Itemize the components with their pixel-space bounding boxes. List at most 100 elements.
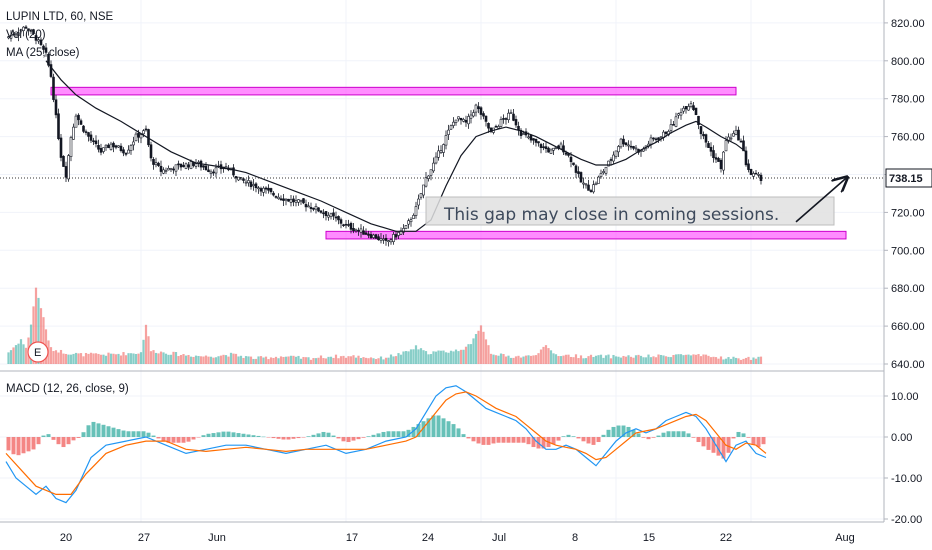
macd-hist-bar bbox=[251, 435, 256, 437]
candle-body bbox=[212, 171, 215, 174]
candle-body bbox=[384, 237, 388, 241]
volume-bar bbox=[317, 357, 320, 364]
volume-bar bbox=[587, 356, 590, 364]
candle-body bbox=[459, 117, 463, 121]
candle-body bbox=[547, 147, 550, 153]
macd-hist-bar bbox=[716, 437, 721, 456]
macd-hist-bar bbox=[286, 437, 291, 440]
macd-axis[interactable]: -20.00 -10.00 0.00 10.00 bbox=[884, 391, 922, 526]
volume-bar bbox=[109, 353, 113, 364]
candle-body bbox=[629, 145, 633, 148]
volume-bar bbox=[454, 349, 458, 364]
volume-bar bbox=[527, 355, 530, 364]
candle-body bbox=[592, 184, 595, 193]
candle-body bbox=[344, 223, 348, 226]
candle-body bbox=[309, 207, 313, 209]
candle-body bbox=[24, 26, 28, 29]
earnings-marker[interactable]: E bbox=[27, 341, 49, 363]
volume-bar bbox=[459, 349, 463, 364]
candle-body bbox=[207, 169, 210, 173]
macd-hist-bar bbox=[386, 431, 391, 437]
candle-body bbox=[369, 234, 373, 239]
candle-body bbox=[747, 163, 750, 170]
macd-hist-bar bbox=[586, 437, 591, 444]
volume-bar bbox=[534, 355, 538, 364]
volume-bar bbox=[642, 357, 645, 364]
volume-bar bbox=[12, 347, 15, 364]
volume-bar bbox=[122, 352, 125, 364]
candle-body bbox=[552, 147, 555, 151]
macd-hist-bar bbox=[481, 437, 486, 445]
candle-body bbox=[727, 136, 730, 142]
macd-hist-bar bbox=[711, 437, 716, 453]
volume-bar bbox=[417, 349, 420, 364]
macd-hist-bar bbox=[471, 437, 476, 442]
macd-hist-bar bbox=[101, 424, 106, 437]
candle-body bbox=[719, 159, 723, 170]
macd-hist-bar bbox=[416, 424, 421, 437]
time-axis[interactable]: 20 27 Jun 17 24 Jul 8 15 22 Aug bbox=[60, 532, 855, 544]
volume-bar bbox=[97, 353, 100, 364]
volume-bar bbox=[619, 357, 623, 364]
volume-bar bbox=[174, 352, 178, 364]
volume-bar bbox=[79, 353, 83, 364]
candle-body bbox=[39, 39, 43, 45]
candle-body bbox=[99, 148, 103, 153]
volume-bar bbox=[687, 354, 690, 364]
volume-bar bbox=[17, 343, 20, 364]
volume-bar bbox=[549, 350, 553, 364]
candle-body bbox=[587, 184, 590, 191]
volume-bar bbox=[94, 353, 98, 364]
volume-bar bbox=[307, 357, 310, 364]
volume-bar bbox=[269, 357, 273, 364]
annotation-box bbox=[425, 196, 835, 226]
candle-body bbox=[14, 33, 18, 36]
candle-body bbox=[9, 34, 13, 39]
candle-body bbox=[737, 129, 740, 141]
candle-body bbox=[442, 144, 445, 153]
candle-body bbox=[209, 171, 213, 174]
volume-bar bbox=[424, 351, 428, 364]
volume-bar bbox=[89, 352, 93, 364]
macd-hist-bar bbox=[81, 432, 86, 437]
macd-hist-bar bbox=[616, 425, 621, 437]
volume-bar bbox=[189, 356, 193, 364]
volume-bar bbox=[7, 352, 10, 364]
volume-bar bbox=[402, 351, 405, 364]
macd-hist-bar bbox=[41, 435, 46, 437]
macd-hist-bar bbox=[266, 437, 271, 438]
macd-hist-bar bbox=[76, 437, 81, 438]
volume-bar bbox=[579, 355, 583, 364]
candle-body bbox=[607, 160, 610, 167]
candle-body bbox=[327, 215, 330, 218]
macd-hist-bar bbox=[596, 437, 601, 443]
volume-bar bbox=[77, 353, 80, 364]
volume-bar bbox=[494, 355, 498, 364]
volume-bar bbox=[674, 354, 678, 364]
volume-bar bbox=[159, 351, 163, 364]
candle-body bbox=[129, 145, 133, 151]
volume-bar bbox=[234, 353, 238, 364]
candle-body bbox=[512, 113, 515, 121]
last-price-label: 738.15 bbox=[889, 173, 923, 185]
candle-body bbox=[172, 168, 175, 171]
macd-hist-bar bbox=[681, 431, 686, 437]
macd-hist-bar bbox=[756, 437, 761, 448]
volume-bar bbox=[204, 355, 208, 364]
candle-body bbox=[679, 112, 683, 116]
candle-body bbox=[52, 76, 55, 100]
volume-bar bbox=[602, 357, 605, 364]
volume-bar bbox=[664, 356, 668, 364]
macd-hist-bar bbox=[406, 429, 411, 437]
candle-body bbox=[292, 198, 295, 203]
volume-bar bbox=[442, 350, 445, 364]
volume-bar bbox=[752, 357, 755, 364]
candle-body bbox=[74, 115, 78, 128]
price-axis[interactable]: 640.00660.00680.00700.00720.00740.00760.… bbox=[884, 18, 925, 371]
volume-bar bbox=[532, 355, 535, 364]
macd-hist-bar bbox=[56, 437, 61, 445]
candle-body bbox=[717, 158, 720, 162]
volume-bar bbox=[142, 339, 145, 364]
volume-bar bbox=[639, 355, 643, 364]
